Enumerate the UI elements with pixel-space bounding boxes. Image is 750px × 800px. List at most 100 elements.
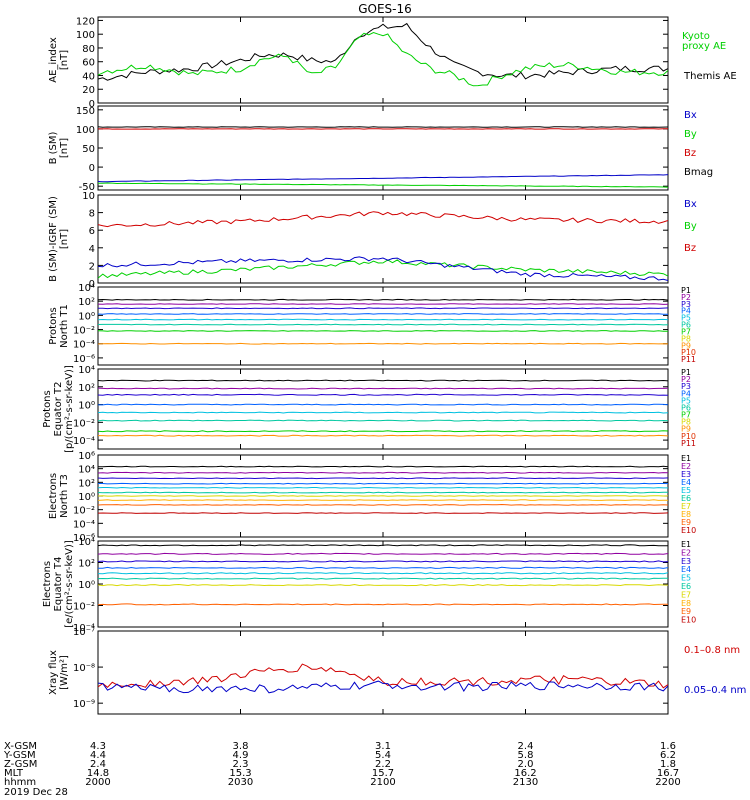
series-line-e3 [98, 477, 668, 480]
y-tick-label: 10⁰ [78, 580, 95, 591]
footer-value: 14.8 [87, 768, 109, 779]
panel-frame [97, 194, 669, 284]
y-tick-label: 80 [82, 44, 95, 55]
ylabel-line: [e/(cm²-s-sr-keV)] [64, 540, 75, 628]
legend-channel: P3 [681, 300, 691, 309]
legend-channel: E9 [681, 607, 691, 616]
series-line-p7 [98, 330, 668, 332]
legend-entry: Bz [684, 148, 696, 159]
legend-channel: P9 [681, 425, 691, 434]
panel-frame [97, 286, 669, 366]
y-tick-label: 10⁰ [78, 311, 95, 322]
footer-value: 2130 [513, 777, 538, 788]
series-line-e4 [98, 566, 668, 569]
legend-entry: Bz [684, 243, 696, 254]
series-line-e1 [98, 544, 668, 547]
y-tick-label: 10⁻⁶ [73, 354, 95, 365]
panel-ylabel: B (SM)-IGRF (SM) [nT] [48, 196, 70, 282]
y-tick-label: 6 [89, 226, 95, 237]
ylabel-line: [W/m²] [59, 655, 70, 690]
footer-value: 4.4 [90, 750, 106, 761]
y-tick-label: 10² [78, 383, 95, 394]
series-line-e6 [98, 577, 668, 580]
y-tick-label: 20 [82, 85, 95, 96]
legend-entry: proxy AE [682, 41, 726, 52]
legend-channel: E5 [681, 486, 691, 495]
footer-value: 15.7 [372, 768, 394, 779]
legend-channel: E8 [681, 599, 691, 608]
legend-channel: P5 [681, 314, 691, 323]
series-line-by [98, 182, 668, 188]
y-tick-label: 10⁰ [78, 492, 95, 503]
ylabel-line: [p/(cm²-s-sr-keV)] [64, 365, 75, 453]
series-group [98, 465, 668, 514]
footer-value: 4.3 [90, 741, 106, 752]
y-tick-label: 8 [89, 209, 95, 220]
series-line-e5 [98, 486, 668, 489]
legend-channel: E6 [681, 582, 691, 591]
legend-entry: 0.05–0.4 nm [684, 685, 746, 696]
series-line-p4 [98, 403, 668, 406]
footer-value: 2.0 [518, 759, 534, 770]
legend-entry: By [684, 129, 697, 140]
legend-channel: E2 [681, 548, 691, 557]
y-tick-label: 10⁴ [78, 365, 95, 376]
series-line-p6 [98, 323, 668, 326]
y-tick-label: 2 [89, 261, 95, 272]
legend-channel: E5 [681, 574, 691, 583]
panel-ylabel: Protons North T1 [48, 304, 70, 348]
legend-entry: Kyoto [682, 31, 710, 42]
legend-entry: Bx [684, 199, 697, 210]
ylabel-line: B (SM)-IGRF (SM) [48, 196, 59, 282]
series-line-e1 [98, 465, 668, 468]
panel-pn: 10⁻⁶ 10⁻⁴ 10⁻² 10⁰ 10² 10⁴ Protons North T1 P1P2… [48, 283, 696, 366]
legend-channel: E4 [681, 478, 691, 487]
legend-channel: P7 [681, 411, 691, 420]
series-line-p9 [98, 434, 668, 437]
panel-frame [97, 16, 669, 104]
series-line-p5 [98, 411, 668, 414]
series-line-p7 [98, 430, 668, 433]
legend-channel: E9 [681, 518, 691, 527]
ylabel-line: Electrons [42, 561, 53, 607]
footer-value: 16.2 [514, 768, 536, 779]
legend-entry: Bx [684, 110, 697, 121]
y-tick-label: 10⁻⁹ [73, 699, 95, 710]
legend-channel: P6 [681, 403, 691, 412]
series-line-e2 [98, 552, 668, 555]
series-line-e6 [98, 491, 668, 494]
series-line-0-05-0-4-nm [98, 680, 668, 694]
footer-value: 3.1 [375, 741, 391, 752]
footer-row-label: 2019 Dec 28 [4, 787, 68, 798]
legend-channel: P5 [681, 396, 691, 405]
legend-entry: By [684, 221, 697, 232]
panel-ylabel: Xray flux [W/m²] [48, 650, 70, 695]
y-tick-label: 120 [76, 16, 95, 27]
series-group [98, 298, 668, 345]
series-line-e9 [98, 503, 668, 506]
legend-channel: P8 [681, 418, 691, 427]
series-line-p2 [98, 387, 668, 390]
series-line-0-1-0-8-nm [98, 663, 668, 689]
legend-channel: E1 [681, 454, 691, 463]
series-line-p1 [98, 379, 668, 382]
footer-value: 1.6 [660, 741, 676, 752]
legend-channel: P11 [681, 355, 696, 364]
y-tick-label: 10⁴ [78, 537, 95, 548]
y-tick-label: 10⁻² [73, 418, 95, 429]
footer-value: 2.2 [375, 759, 391, 770]
ylabel-line: Electrons [48, 473, 59, 519]
y-tick-label: 10⁻⁴ [73, 436, 95, 447]
panel-ylabel: Electrons North T3 [48, 473, 70, 519]
series-line-p3 [98, 393, 668, 396]
series-group [98, 22, 668, 87]
panel-ylabel: Protons Equator T2 [p/(cm²-s-sr-keV)] [42, 365, 75, 453]
y-tick-label: 10⁻⁴ [73, 623, 95, 634]
legend-channel: E3 [681, 557, 691, 566]
footer-row-label: Y-GSM [3, 750, 36, 761]
footer-value: 3.8 [233, 741, 249, 752]
legend-channel: P1 [681, 368, 691, 377]
y-tick-label: 10² [78, 478, 95, 489]
